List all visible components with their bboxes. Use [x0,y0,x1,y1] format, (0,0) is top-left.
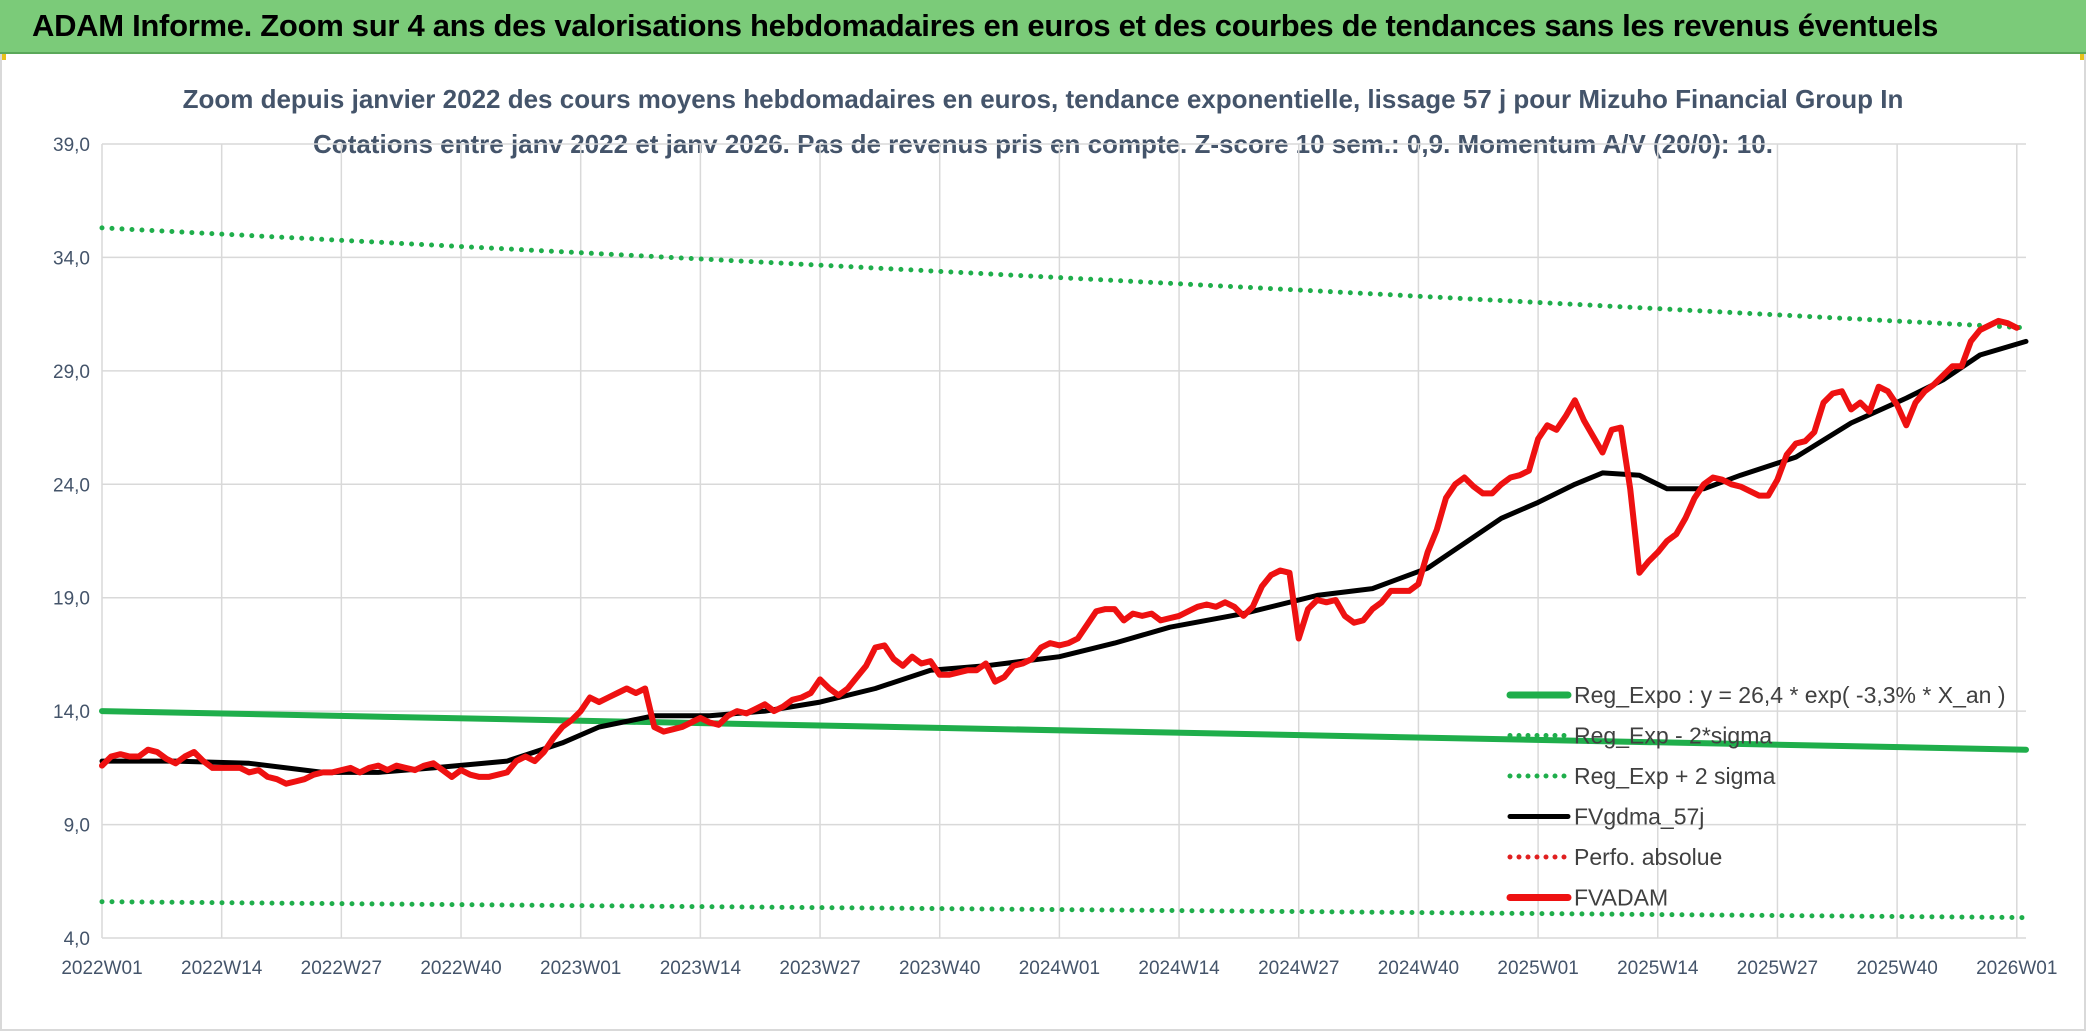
y-tick-label: 14,0 [53,702,90,723]
x-tick-label: 2025W27 [1737,958,1818,979]
x-tick-label: 2025W01 [1497,958,1578,979]
x-tick-label: 2025W40 [1856,958,1937,979]
y-tick-label: 29,0 [53,362,90,383]
legend-label-perfo: Perfo. absolue [1574,844,1722,870]
banner: ADAM Informe. Zoom sur 4 ans des valoris… [0,0,2086,54]
x-tick-label: 2023W27 [779,958,860,979]
x-tick-label: 2025W14 [1617,958,1699,979]
x-tick-label: 2024W27 [1258,958,1339,979]
x-tick-label: 2024W40 [1378,958,1459,979]
legend-label-fvadam: FVADAM [1574,885,1668,911]
x-tick-label: 2022W27 [301,958,382,979]
x-tick-label: 2024W14 [1138,958,1220,979]
x-axis-labels: 2022W01 2022W14 2022W27 2022W40 2023W01 2023W… [61,958,2057,979]
chart-frame [0,54,2086,1031]
x-tick-label: 2023W40 [899,958,980,979]
x-tick-label: 2024W01 [1019,958,1100,979]
series-reg-exp-minus-2-sigma [99,899,2029,921]
corner-mark-left [0,54,6,60]
legend-label-reg_expo: Reg_Expo : y = 26,4 * exp( -3,3% * X_an … [1574,682,2006,708]
series-reg-exp-plus-2-sigma [99,225,2029,331]
x-tick-label: 2022W01 [61,958,142,979]
y-tick-label: 9,0 [64,816,90,837]
corner-mark-right [2080,54,2086,60]
y-tick-label: 24,0 [53,475,90,496]
y-tick-label: 19,0 [53,589,90,610]
legend: Reg_Expo : y = 26,4 * exp( -3,3% * X_an … [1506,682,2006,911]
gridlines [101,143,2026,939]
y-tick-label: 39,0 [53,135,90,156]
chart-title-line-1: Zoom depuis janvier 2022 des cours moyen… [183,84,1904,114]
x-tick-label: 2022W40 [420,958,501,979]
legend-label-reg_plus: Reg_Exp + 2 sigma [1574,763,1776,789]
series-fvadam [99,317,2020,787]
y-tick-label: 4,0 [64,929,90,950]
legend-label-reg_minus: Reg_Exp - 2*sigma [1574,723,1772,749]
x-tick-label: 2022W14 [181,958,263,979]
x-tick-label: 2026W01 [1976,958,2057,979]
banner-title: ADAM Informe. Zoom sur 4 ans des valoris… [32,8,1939,43]
x-tick-label: 2023W01 [540,958,621,979]
y-axis-labels: 4,0 9,0 14,0 19,0 24,0 29,0 34,0 39,0 [53,135,90,950]
y-tick-label: 34,0 [53,248,90,269]
series-reg-expo [99,708,2029,753]
legend-label-fvgdma: FVgdma_57j [1574,804,1704,830]
series-lines [99,225,2029,921]
x-tick-label: 2023W14 [660,958,742,979]
